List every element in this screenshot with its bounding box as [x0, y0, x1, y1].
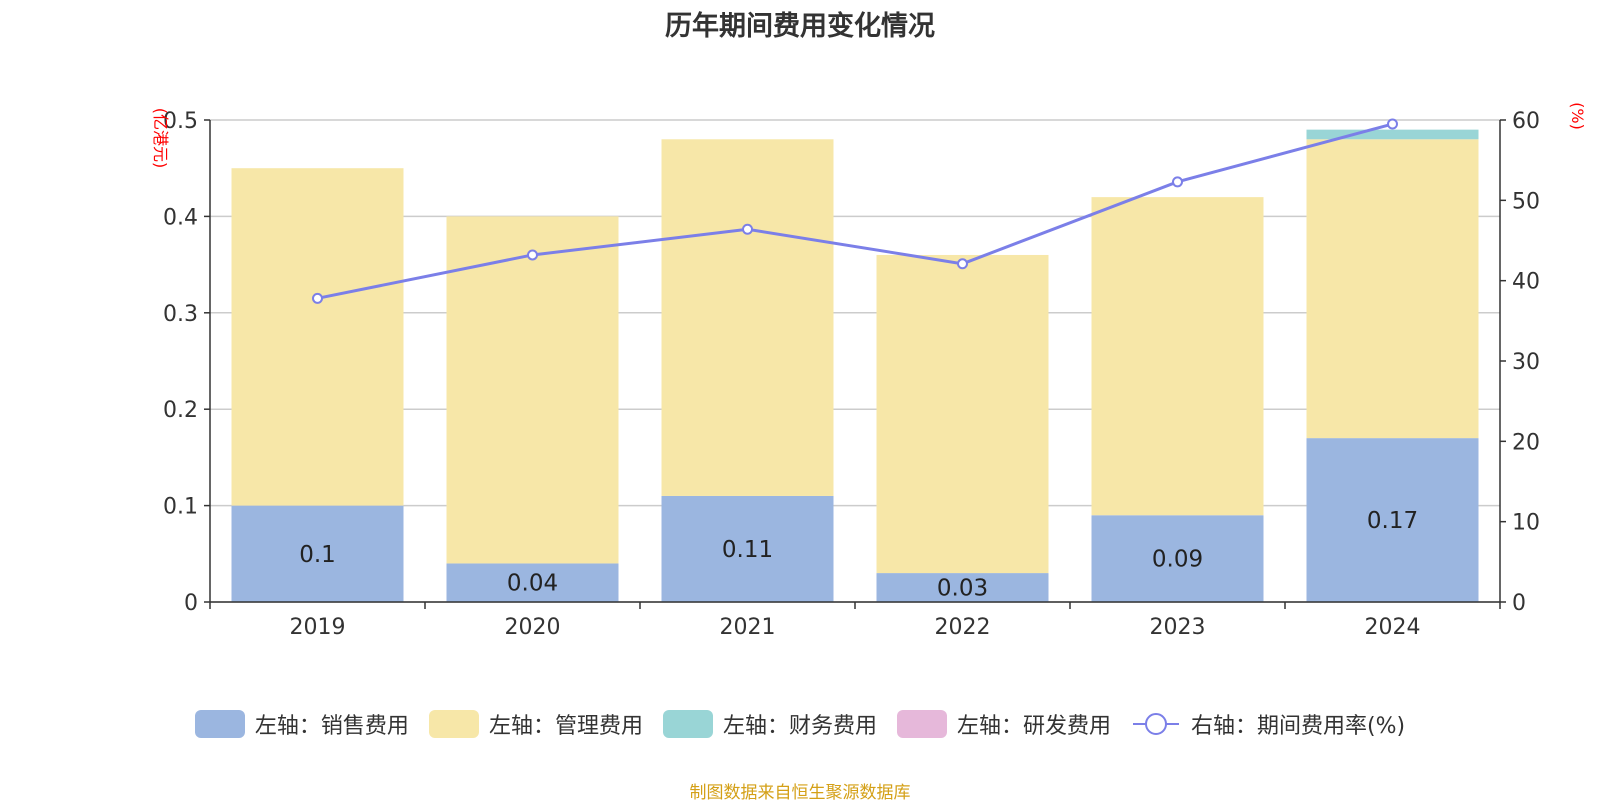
- bar-0-2020: [446, 563, 619, 602]
- bar-1-2023: [1091, 197, 1264, 516]
- chart-plot: 0 0.1 0.2 0.3 0.4 0.5 0 10 20 30 40 50 60 (亿港元) (%) 0.1…: [151, 102, 1587, 640]
- legend-item-rate[interactable]: 右轴：期间费用率(%): [1131, 708, 1405, 740]
- legend-item-admin[interactable]: 左轴：管理费用: [428, 708, 643, 740]
- bar-1-2019: [231, 168, 404, 506]
- data-label-2021: 0.11: [722, 537, 773, 563]
- right-axis-tick-label-2: 20: [1512, 430, 1540, 455]
- right-axis-tick-label-4: 40: [1512, 270, 1540, 295]
- data-label-2023: 0.09: [1152, 547, 1203, 573]
- left-axis-tick-label-2: 0.2: [163, 398, 198, 423]
- data-label-2019: 0.1: [299, 542, 336, 568]
- right-axis-tick-label-0: 0: [1512, 591, 1526, 616]
- right-axis-tick-label-5: 50: [1512, 189, 1540, 214]
- bar-2-2024: [1306, 129, 1479, 140]
- chart-title: 历年期间费用变化情况: [665, 11, 935, 42]
- legend-item-sales[interactable]: 左轴：销售费用: [194, 708, 409, 740]
- legend-swatch-sales: [194, 710, 245, 738]
- bar-0-2019: [231, 505, 404, 602]
- bar-1-2020: [446, 216, 619, 564]
- legend-label-finance: 左轴：财务费用: [722, 714, 877, 739]
- rate-point-2019: [312, 292, 323, 304]
- legend-label-admin: 左轴：管理费用: [488, 714, 643, 739]
- legend-item-rnd[interactable]: 左轴：研发费用: [896, 708, 1111, 740]
- legend: 左轴：销售费用 左轴：管理费用 左轴：财务费用 左轴：研发费用 右轴：期间费用率…: [0, 708, 1600, 740]
- x-axis-tick-label-2021: 2021: [720, 615, 776, 640]
- legend-item-finance[interactable]: 左轴：财务费用: [662, 708, 877, 740]
- right-axis-tick-label-3: 30: [1512, 350, 1540, 375]
- left-axis-unit: (亿港元): [151, 108, 170, 169]
- rate-point-2020: [527, 249, 538, 261]
- right-axis-unit: (%): [1568, 102, 1587, 130]
- rate-line: [317, 122, 1393, 300]
- data-source-note: 制图数据来自恒生聚源数据库: [689, 783, 911, 803]
- bar-0-2022: [876, 573, 1049, 602]
- left-axis-tick-label-3: 0.3: [163, 302, 198, 327]
- rate-point-2021: [742, 223, 753, 235]
- data-label-2022: 0.03: [937, 576, 988, 602]
- left-axis-tick-label-0: 0: [184, 591, 198, 616]
- legend-swatch-finance: [662, 710, 713, 738]
- bar-0-2024: [1306, 438, 1479, 602]
- x-axis-tick-label-2020: 2020: [505, 615, 561, 640]
- right-axis-tick-label-1: 10: [1512, 511, 1540, 536]
- data-label-2020: 0.04: [507, 571, 558, 597]
- bar-1-2022: [876, 254, 1049, 574]
- left-axis-tick-label-4: 0.4: [163, 205, 198, 230]
- right-axis-tick-label-6: 60: [1512, 109, 1540, 134]
- rate-point-2023: [1172, 176, 1183, 188]
- bar-1-2021: [661, 139, 834, 496]
- x-axis-tick-label-2024: 2024: [1365, 615, 1421, 640]
- bar-0-2021: [661, 495, 834, 602]
- left-axis-tick-label-1: 0.1: [163, 495, 198, 520]
- bar-1-2024: [1306, 139, 1479, 439]
- x-axis-tick-label-2022: 2022: [935, 615, 991, 640]
- legend-swatch-rnd: [896, 710, 947, 738]
- rate-point-2022: [957, 258, 968, 270]
- legend-label-rnd: 左轴：研发费用: [956, 714, 1111, 739]
- data-label-2024: 0.17: [1367, 508, 1418, 534]
- legend-label-sales: 左轴：销售费用: [254, 714, 409, 739]
- bar-0-2023: [1091, 515, 1264, 602]
- x-axis-tick-label-2019: 2019: [290, 615, 346, 640]
- legend-line-marker-icon: [1132, 713, 1179, 735]
- rate-point-2024: [1387, 118, 1398, 130]
- left-axis-tick-label-5: 0.5: [163, 109, 198, 134]
- x-axis-tick-label-2023: 2023: [1150, 615, 1206, 640]
- legend-label-rate: 右轴：期间费用率(%): [1190, 714, 1406, 739]
- legend-swatch-admin: [428, 710, 479, 738]
